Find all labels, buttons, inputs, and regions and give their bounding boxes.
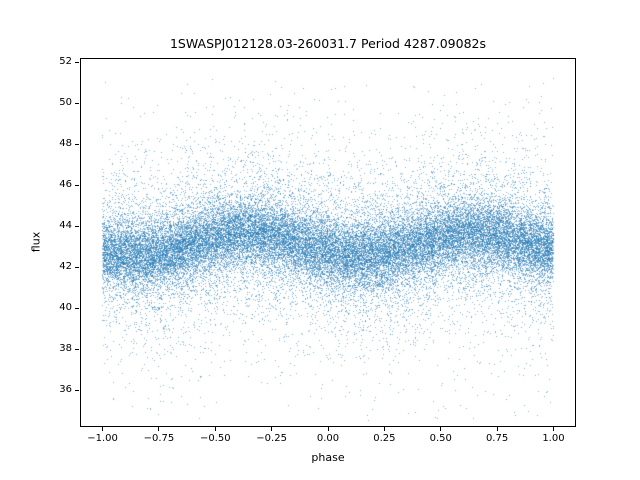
y-tick-mark bbox=[75, 225, 79, 227]
y-tick-mark bbox=[75, 307, 79, 309]
x-tick-mark bbox=[496, 427, 498, 431]
y-axis-label: flux bbox=[29, 231, 43, 253]
y-tick-label: 50 bbox=[59, 97, 72, 109]
y-tick-mark bbox=[75, 266, 79, 268]
x-tick-label: 0.25 bbox=[373, 433, 396, 444]
y-tick-label: 42 bbox=[59, 261, 72, 273]
x-tick-mark bbox=[158, 427, 160, 431]
y-tick-label: 48 bbox=[59, 138, 72, 150]
y-tick-mark bbox=[75, 184, 79, 186]
x-tick-mark bbox=[440, 427, 442, 431]
x-tick-label: −0.25 bbox=[256, 433, 287, 444]
x-tick-label: 0.50 bbox=[429, 433, 452, 444]
y-tick-mark bbox=[75, 61, 79, 63]
y-tick-mark bbox=[75, 143, 79, 145]
x-tick-label: 0.75 bbox=[485, 433, 509, 444]
y-tick-label: 38 bbox=[59, 343, 72, 355]
y-tick-mark bbox=[75, 389, 79, 391]
x-tick-mark bbox=[214, 427, 216, 431]
plot-area bbox=[80, 58, 576, 427]
x-axis-label: phase bbox=[311, 451, 345, 464]
y-tick-label: 44 bbox=[59, 220, 72, 232]
x-tick-mark bbox=[102, 427, 104, 431]
y-tick-label: 40 bbox=[59, 302, 72, 314]
y-tick-label: 46 bbox=[59, 179, 72, 191]
x-tick-label: 1.00 bbox=[542, 433, 565, 444]
y-tick-label: 52 bbox=[59, 56, 72, 68]
y-tick-mark bbox=[75, 102, 79, 104]
x-tick-label: −0.75 bbox=[143, 433, 175, 444]
x-tick-mark bbox=[383, 427, 385, 431]
y-tick-mark bbox=[75, 348, 79, 350]
x-tick-label: −0.50 bbox=[199, 433, 231, 444]
x-tick-mark bbox=[271, 427, 273, 431]
x-tick-label: −1.00 bbox=[87, 433, 118, 444]
x-tick-mark bbox=[327, 427, 329, 431]
x-tick-label: 0.00 bbox=[316, 433, 340, 444]
y-tick-label: 36 bbox=[59, 384, 72, 396]
chart-title: 1SWASPJ012128.03-260031.7 Period 4287.09… bbox=[169, 36, 486, 51]
x-tick-mark bbox=[552, 427, 554, 431]
